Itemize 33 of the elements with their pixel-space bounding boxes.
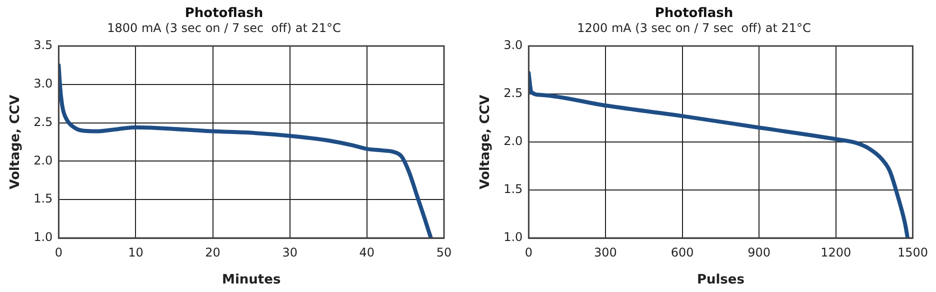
x-tick-label: 0 [54,245,63,260]
y-tick-label: 1.0 [504,230,523,244]
x-tick-label: 50 [436,245,452,260]
y-tick-label: 3.5 [34,38,53,52]
y-tick-label: 3.0 [34,76,53,91]
line-series [58,63,433,238]
x-axis-title: Pulses [696,272,745,288]
x-tick-label: 30 [282,245,298,260]
x-tick-label: 20 [205,245,220,260]
x-tick-label: 40 [359,245,375,260]
chart-title: Photoflash [184,6,264,22]
y-tick-label: 2.0 [34,153,53,168]
y-axis-title: Voltage, CCV [8,94,24,190]
x-tick-label: 10 [128,245,144,260]
chart-subtitle: 1200 mA (3 sec on / 7 sec off) at 21°C [577,20,811,35]
x-tick-label: 900 [748,245,771,260]
chart-title: Photoflash [654,6,734,22]
y-axis-title: Voltage, CCV [478,94,494,190]
y-tick-label: 3.0 [504,38,523,52]
x-tick-label: 1500 [897,245,928,260]
y-tick-label: 1.0 [34,230,53,244]
x-tick-label: 300 [594,245,617,260]
x-axis-title: Minutes [222,272,281,288]
line-series [528,70,910,238]
y-tick-label: 2.0 [504,134,523,148]
x-tick-label: 1200 [820,245,852,260]
y-tick-label: 2.5 [504,86,523,100]
x-tick-label: 600 [670,245,694,260]
y-tick-label: 1.5 [504,182,523,196]
y-tick-label: 1.5 [34,192,53,206]
x-tick-label: 0 [524,245,533,260]
chart-subtitle: 1800 mA (3 sec on / 7 sec off) at 21°C [107,20,341,35]
y-tick-label: 2.5 [34,114,53,129]
